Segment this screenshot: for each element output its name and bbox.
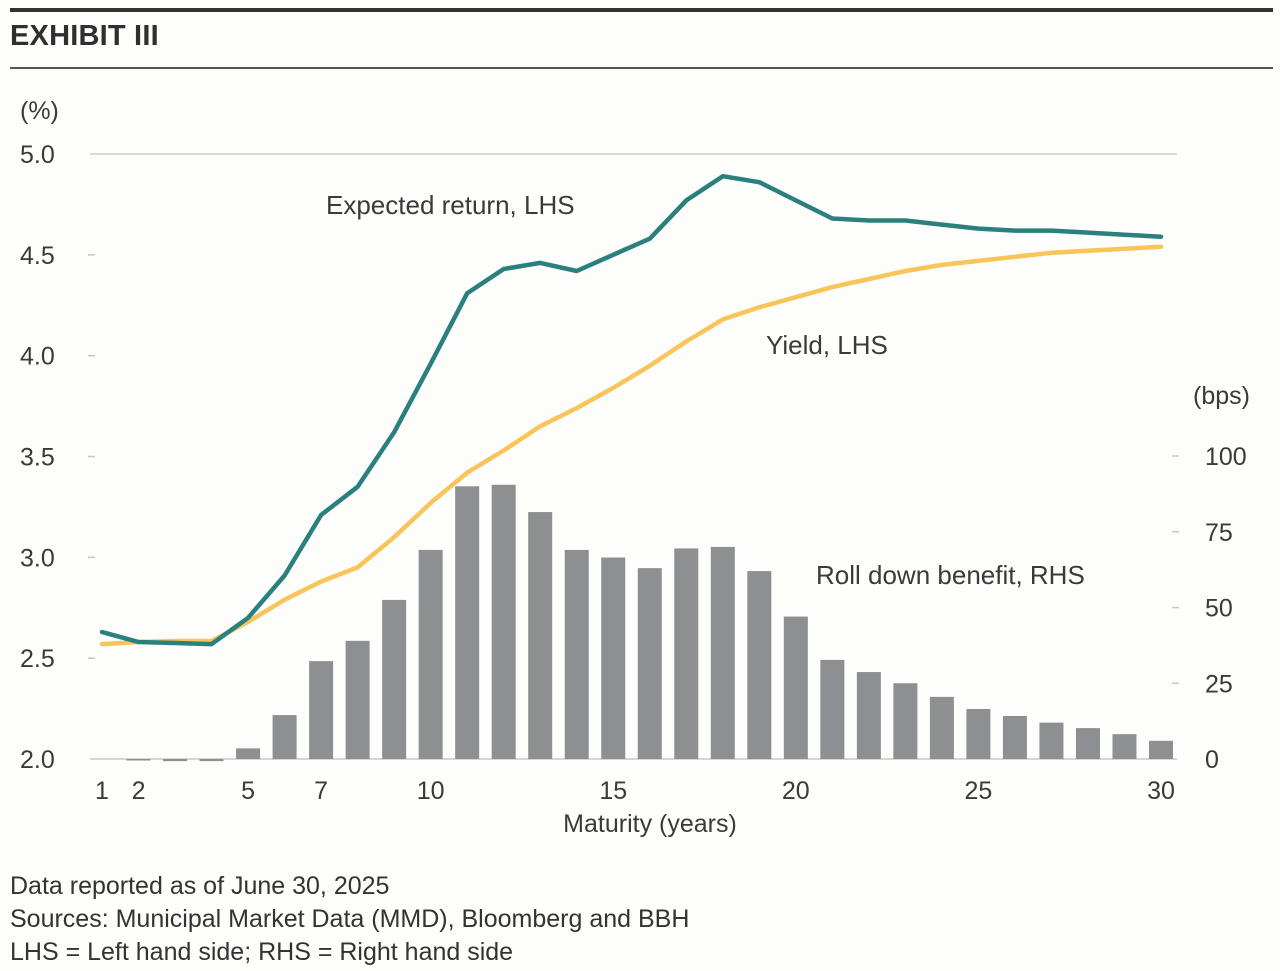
bar-roll-down-year-12 [491,484,516,759]
left-axis: 2.0 2.5 3.0 3.5 4.0 4.5 5.0 [20,141,95,774]
x-tick-label: 10 [417,777,445,805]
x-tick-label: 30 [1147,777,1175,805]
left-tick-label: 2.0 [20,746,55,774]
line-expected-return [99,173,1164,647]
series-label-expected-return: Expected return, LHS [326,190,575,220]
gridlines [90,153,1177,760]
exhibit-title: EXHIBIT III [10,20,159,52]
bar-roll-down-year-13 [528,512,553,759]
bar-roll-down-year-8 [345,640,370,759]
right-tick-label: 0 [1205,746,1219,774]
bar-roll-down-year-27 [1039,722,1064,759]
bar-roll-down-year-16 [637,568,662,759]
x-tick-label: 15 [599,777,627,805]
bar-roll-down-year-14 [564,549,589,759]
title-divider [10,67,1273,69]
x-tick-label: 20 [782,777,810,805]
bar-roll-down-year-3 [163,759,188,762]
x-axis: 1 2 5 7 10 15 20 25 30 [95,777,1175,805]
x-tick-label: 1 [95,777,109,805]
line-series [99,173,1164,647]
bar-roll-down-year-17 [674,548,699,759]
bar-roll-down-year-22 [856,672,881,759]
left-tick-label: 4.0 [20,343,55,371]
bar-roll-down-year-29 [1112,734,1137,759]
right-tick-label: 50 [1205,595,1233,623]
bar-roll-down-year-4 [199,759,224,762]
left-tick-label: 2.5 [20,645,55,673]
right-tick-label: 25 [1205,670,1233,698]
series-label-roll-down: Roll down benefit, RHS [816,560,1085,590]
bar-roll-down-year-18 [710,546,735,759]
bar-roll-down-year-5 [236,748,261,759]
series-label-yield: Yield, LHS [766,330,888,360]
footer-legend-note: LHS = Left hand side; RHS = Right hand s… [10,938,514,966]
bar-roll-down-year-25 [966,709,991,759]
footer-notes: Data reported as of June 30, 2025 Source… [10,870,689,969]
line-yield [99,244,1164,647]
left-axis-unit-label: (%) [20,97,59,125]
right-tick-label: 75 [1205,519,1233,547]
top-rule [10,8,1273,12]
footer-sources-note: Sources: Municipal Market Data (MMD), Bl… [10,905,690,933]
bar-roll-down-year-2 [126,759,151,761]
bar-roll-down-year-19 [747,571,772,759]
bar-roll-down-year-30 [1149,740,1173,759]
bar-roll-down-year-15 [601,557,626,759]
left-tick-label: 3.0 [20,544,55,572]
x-axis-title: Maturity (years) [563,810,737,838]
x-tick-label: 2 [132,777,146,805]
bar-roll-down-year-24 [929,696,954,759]
bar-roll-down-year-9 [382,599,407,759]
bar-roll-down-year-28 [1075,728,1100,759]
bar-roll-down-year-10 [418,549,443,759]
left-tick-label: 4.5 [20,242,55,270]
right-axis-unit-label: (bps) [1193,382,1250,410]
bar-roll-down-year-11 [455,486,480,759]
bar-roll-down-year-6 [272,715,297,759]
left-tick-label: 3.5 [20,444,55,472]
right-axis: 0 25 50 75 100 [1172,443,1247,774]
bar-roll-down-year-21 [820,659,845,759]
footer-date-note: Data reported as of June 30, 2025 [10,872,390,900]
bar-roll-down-year-20 [783,616,808,759]
left-tick-label: 5.0 [20,141,55,169]
bar-roll-down-year-23 [893,683,918,759]
x-tick-label: 25 [965,777,993,805]
bar-roll-down-year-7 [309,661,334,759]
x-tick-label: 7 [314,777,328,805]
right-tick-label: 100 [1205,443,1247,471]
bar-roll-down-year-26 [1002,715,1027,759]
x-tick-label: 5 [241,777,255,805]
bar-series-roll-down [126,484,1173,762]
